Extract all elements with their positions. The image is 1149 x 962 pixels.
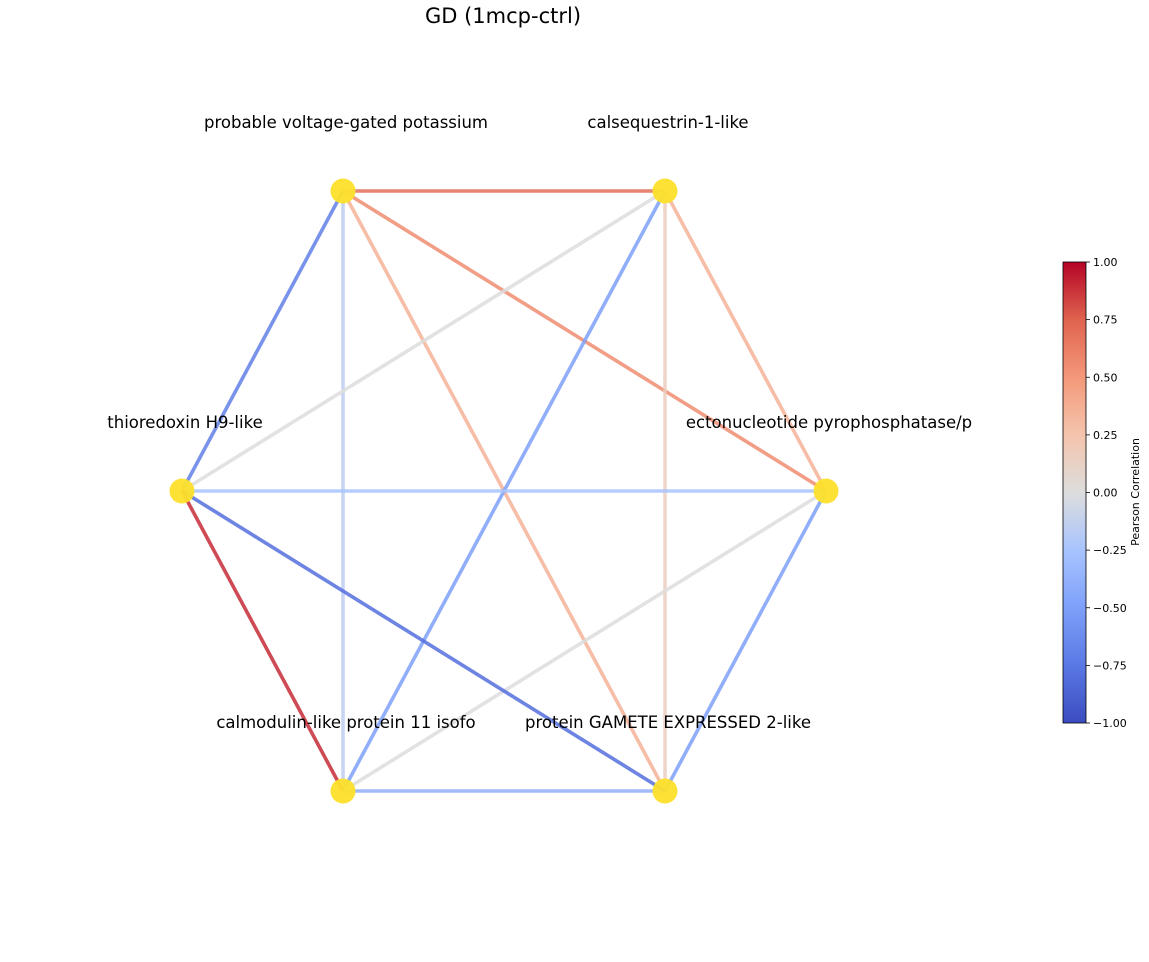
network-nodes	[169, 178, 839, 804]
node-label-kv: probable voltage-gated potassium	[204, 113, 488, 132]
node-label-gex: protein GAMETE EXPRESSED 2-like	[525, 713, 811, 732]
edge-casq-enpp	[663, 190, 828, 492]
colorbar-tick-label: 1.00	[1093, 256, 1118, 269]
colorbar-tick-label: −0.50	[1093, 602, 1127, 615]
node-gex	[652, 778, 678, 804]
colorbar-tick-label: 0.25	[1093, 429, 1118, 442]
colorbar-tick-label: −0.75	[1093, 659, 1127, 672]
edge-kv-trx	[180, 190, 345, 492]
colorbar-tick-label: −0.25	[1093, 544, 1127, 557]
node-casq	[652, 178, 678, 204]
colorbar-tick-label: 0.00	[1093, 487, 1118, 500]
colorbar-label: Pearson Correlation	[1129, 438, 1142, 546]
node-enpp	[813, 478, 839, 504]
figure-title: GD (1mcp-ctrl)	[425, 4, 581, 28]
edge-gex-trx	[181, 489, 666, 793]
edge-enpp-gex	[663, 490, 828, 792]
node-kv	[330, 178, 356, 204]
node-trx	[169, 478, 195, 504]
node-label-enpp: ectonucleotide pyrophosphatase/p	[686, 413, 972, 432]
colorbar-tick-label: 0.50	[1093, 371, 1118, 384]
network-edges	[180, 189, 828, 793]
edge-casq-trx	[181, 189, 666, 493]
node-cml	[330, 778, 356, 804]
node-label-cml: calmodulin-like protein 11 isofo	[216, 713, 475, 732]
colorbar: 1.00 0.75 0.50 0.25 0.00 −0.25 −0.50 −0.75 −1.00…	[1062, 256, 1142, 730]
network-node-labels: probable voltage-gated potassium calseque…	[107, 113, 972, 732]
colorbar-tick-label: 0.75	[1093, 314, 1118, 327]
colorbar-gradient	[1062, 261, 1087, 724]
node-label-trx: thioredoxin H9-like	[107, 413, 262, 432]
edge-cml-trx	[180, 490, 345, 792]
colorbar-ticks: 1.00 0.75 0.50 0.25 0.00 −0.25 −0.50 −0.75 −1.00	[1086, 256, 1127, 730]
colorbar-tick-label: −1.00	[1093, 717, 1127, 730]
edge-enpp-cml	[342, 489, 827, 793]
node-label-casq: calsequestrin-1-like	[587, 113, 748, 132]
